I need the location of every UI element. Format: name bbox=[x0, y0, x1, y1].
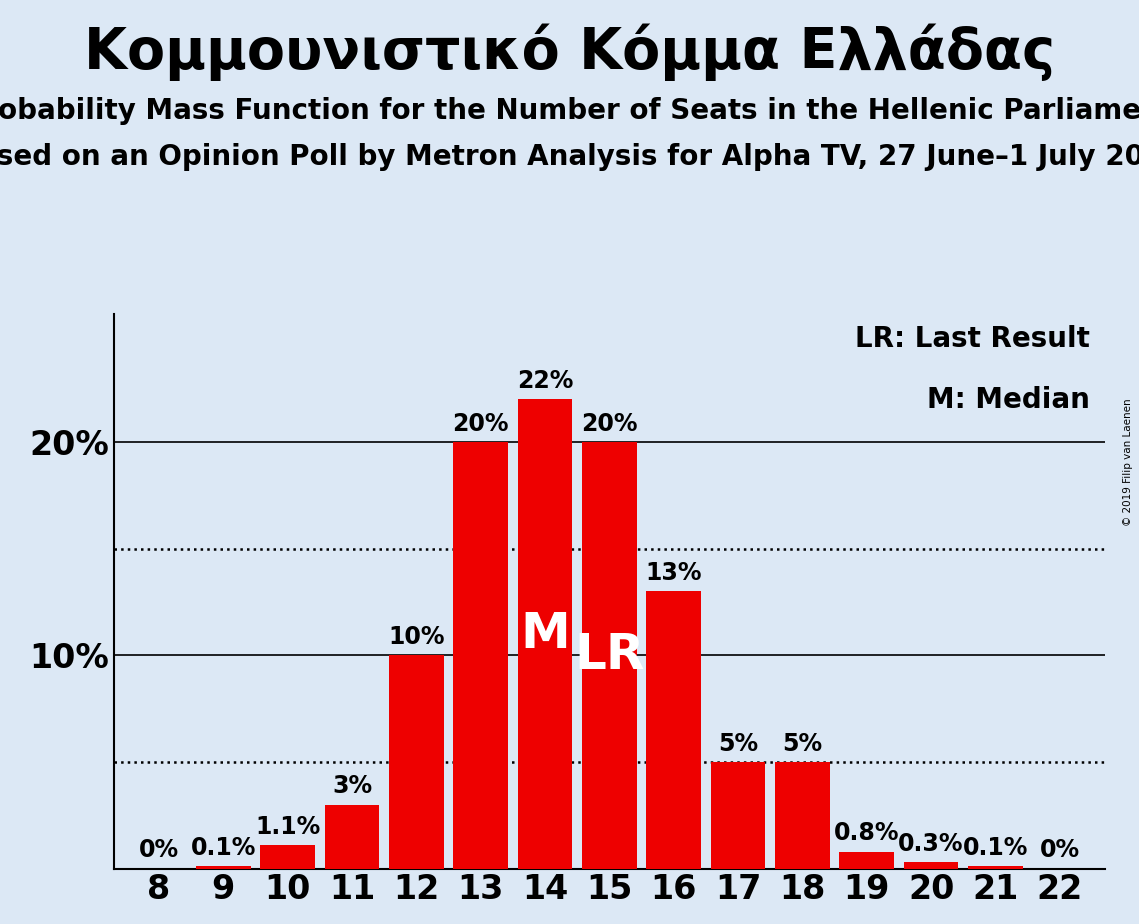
Text: M: M bbox=[521, 610, 570, 658]
Bar bbox=[775, 762, 829, 869]
Text: © 2019 Filip van Laenen: © 2019 Filip van Laenen bbox=[1123, 398, 1133, 526]
Bar bbox=[903, 862, 958, 869]
Bar bbox=[582, 442, 637, 869]
Text: 20%: 20% bbox=[581, 412, 638, 436]
Bar bbox=[711, 762, 765, 869]
Text: Κομμουνιστικό Κόμμα Ελλάδας: Κομμουνιστικό Κόμμα Ελλάδας bbox=[84, 23, 1055, 80]
Text: 0%: 0% bbox=[1040, 838, 1080, 862]
Bar bbox=[325, 805, 379, 869]
Bar bbox=[517, 399, 573, 869]
Text: 0%: 0% bbox=[139, 838, 179, 862]
Bar bbox=[390, 655, 444, 869]
Text: 20%: 20% bbox=[452, 412, 509, 436]
Text: 10%: 10% bbox=[388, 625, 444, 649]
Bar bbox=[453, 442, 508, 869]
Bar bbox=[196, 867, 251, 869]
Text: 0.1%: 0.1% bbox=[190, 836, 256, 860]
Text: 0.1%: 0.1% bbox=[962, 836, 1029, 860]
Bar bbox=[968, 867, 1023, 869]
Text: M: Median: M: Median bbox=[927, 386, 1090, 414]
Bar bbox=[646, 591, 702, 869]
Bar bbox=[839, 852, 894, 869]
Bar bbox=[261, 845, 316, 869]
Text: 3%: 3% bbox=[331, 774, 372, 798]
Text: 22%: 22% bbox=[517, 369, 573, 393]
Text: 0.8%: 0.8% bbox=[834, 821, 900, 845]
Text: LR: Last Result: LR: Last Result bbox=[855, 325, 1090, 353]
Text: Probability Mass Function for the Number of Seats in the Hellenic Parliament: Probability Mass Function for the Number… bbox=[0, 97, 1139, 125]
Text: 0.3%: 0.3% bbox=[899, 832, 964, 856]
Text: 13%: 13% bbox=[646, 561, 702, 585]
Text: 5%: 5% bbox=[718, 732, 759, 756]
Text: 1.1%: 1.1% bbox=[255, 815, 320, 839]
Text: Based on an Opinion Poll by Metron Analysis for Alpha TV, 27 June–1 July 2019: Based on an Opinion Poll by Metron Analy… bbox=[0, 143, 1139, 171]
Text: 5%: 5% bbox=[782, 732, 822, 756]
Text: LR: LR bbox=[574, 631, 645, 679]
